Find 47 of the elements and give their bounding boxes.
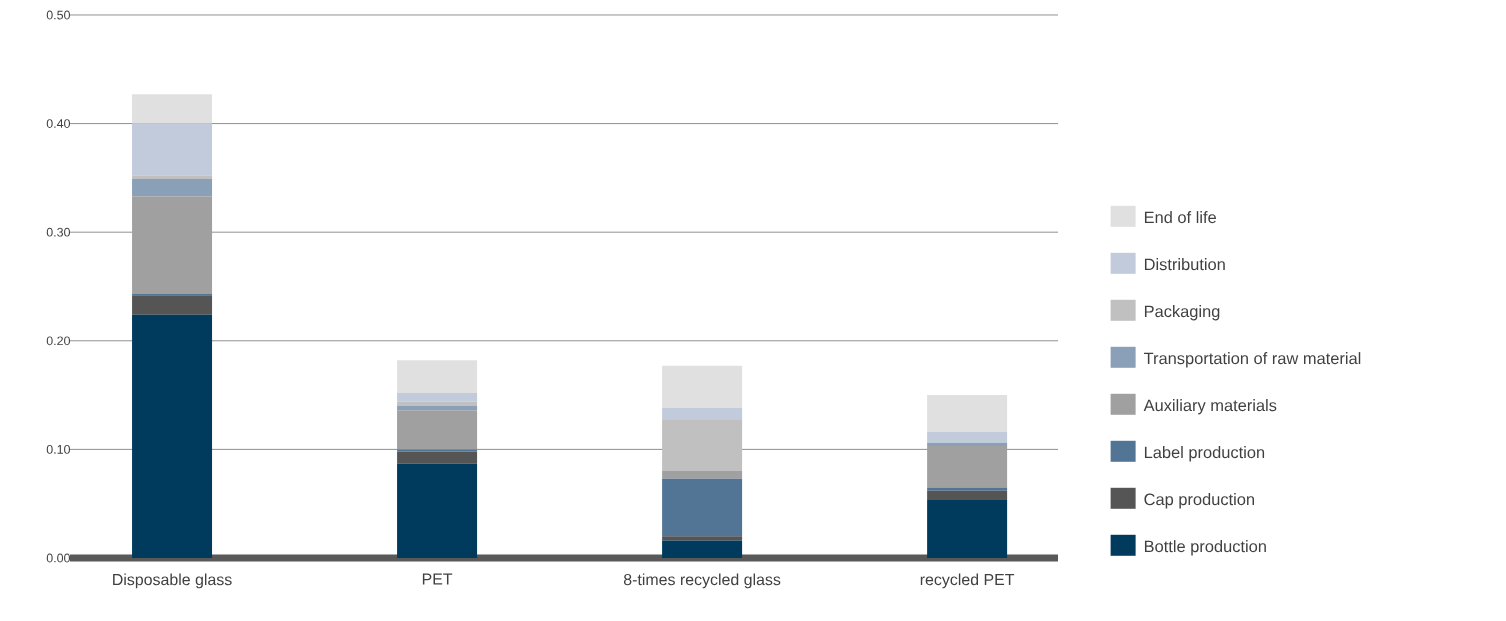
bar [927, 490, 1008, 500]
bar [397, 463, 478, 558]
bar [662, 408, 743, 421]
legend-label: Auxiliary materials [1143, 399, 1277, 415]
legend-label: End of life [1144, 211, 1216, 224]
legend-label: Transportation of raw material [1143, 352, 1361, 368]
bar [397, 451, 478, 464]
bar [397, 410, 478, 450]
legend-label: Bottle production [1144, 540, 1266, 556]
legend-label: Distribution [1144, 258, 1225, 271]
x-tick-label: PET [422, 573, 453, 585]
bar [132, 295, 213, 315]
bar [927, 499, 1008, 558]
bar [662, 365, 743, 409]
bar [662, 536, 743, 541]
bar [927, 442, 1008, 447]
bar [927, 487, 1008, 491]
bar [397, 449, 478, 452]
y-tick-label: 0.00 [46, 553, 71, 563]
bar [132, 175, 213, 179]
legend-label: Cap production [1144, 493, 1254, 509]
x-tick-label: 8-times recycled glass [623, 573, 781, 589]
x-tick-label: Disposable glass [113, 573, 232, 589]
legend-label: Label production [1144, 446, 1265, 462]
bar [132, 178, 213, 197]
bar [132, 123, 213, 176]
bar [132, 314, 213, 558]
y-tick-label: 0.20 [46, 336, 71, 346]
bar [132, 196, 213, 295]
bar [927, 446, 1008, 488]
bar [662, 540, 743, 558]
y-tick-label: 0.30 [46, 227, 71, 237]
bar [927, 395, 1008, 433]
bar [662, 420, 743, 472]
y-tick-label: 0.10 [46, 444, 71, 454]
bar [397, 401, 478, 406]
legend-label: Packaging [1144, 305, 1220, 321]
x-tick-label: recycled PET [920, 573, 1015, 589]
bar [662, 478, 743, 537]
y-tick-label: 0.40 [46, 119, 71, 128]
bar [662, 471, 743, 479]
bar [927, 432, 1008, 443]
bar [132, 94, 213, 124]
bar [397, 392, 478, 402]
bar [397, 360, 478, 393]
y-tick-label: 0.50 [46, 10, 71, 20]
bar [397, 405, 478, 411]
